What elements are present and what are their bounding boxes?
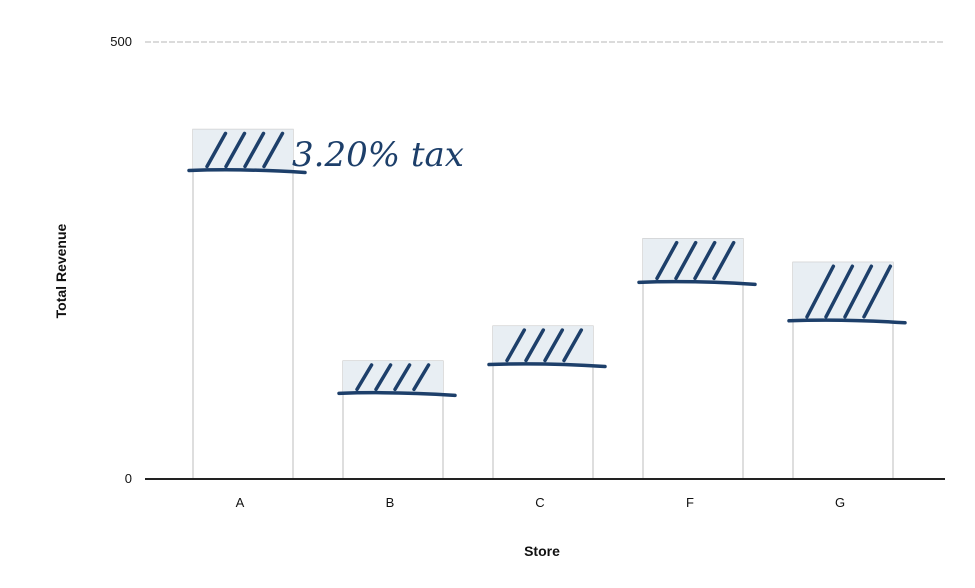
hatch-stroke	[262, 131, 285, 169]
hatch-B	[355, 363, 431, 392]
x-tick-label-C: C	[535, 495, 544, 510]
hatch-stroke	[805, 264, 836, 319]
hatch-stroke	[843, 264, 874, 319]
hatch-stroke	[505, 328, 527, 363]
hatch-stroke	[243, 131, 266, 169]
hatch-stroke	[824, 264, 855, 319]
y-axis-title: Total Revenue	[53, 223, 69, 318]
bar-A	[192, 128, 294, 480]
after-tax-line-G	[787, 318, 907, 325]
hatch-stroke	[374, 363, 393, 392]
hatch-stroke	[562, 328, 584, 363]
x-tick-label-G: G	[835, 495, 845, 510]
hatch-stroke	[674, 240, 698, 281]
x-tick-label-B: B	[386, 495, 395, 510]
x-tick-label-A: A	[236, 495, 245, 510]
after-tax-line-C	[487, 362, 607, 369]
hatch-stroke	[543, 328, 565, 363]
after-tax-line-A	[187, 168, 307, 175]
tax-annotation: 3.20% tax	[292, 135, 464, 175]
hatch-stroke	[655, 240, 679, 281]
hatch-stroke	[412, 363, 431, 392]
hatch-stroke	[224, 131, 247, 169]
hatch-A	[205, 131, 285, 169]
hatch-stroke	[693, 240, 717, 281]
bars	[192, 128, 894, 480]
hatch-stroke	[524, 328, 546, 363]
x-axis-title: Store	[524, 543, 560, 559]
hatch-stroke	[205, 131, 228, 169]
hatch-stroke	[355, 363, 374, 392]
tax-hatching	[205, 131, 893, 392]
y-tick-label-500: 500	[110, 34, 132, 49]
y-tick-label-0: 0	[125, 471, 132, 486]
y-tick-labels: 0 500	[110, 34, 132, 486]
after-tax-line-F	[637, 279, 757, 287]
x-tick-label-F: F	[686, 495, 694, 510]
hatch-G	[805, 264, 893, 319]
hatch-F	[655, 240, 736, 281]
hatch-stroke	[393, 363, 412, 392]
hatch-C	[505, 328, 584, 363]
hatch-stroke	[862, 264, 893, 319]
hatch-stroke	[712, 240, 736, 281]
after-tax-lines	[187, 168, 907, 398]
after-tax-line-B	[337, 390, 457, 398]
